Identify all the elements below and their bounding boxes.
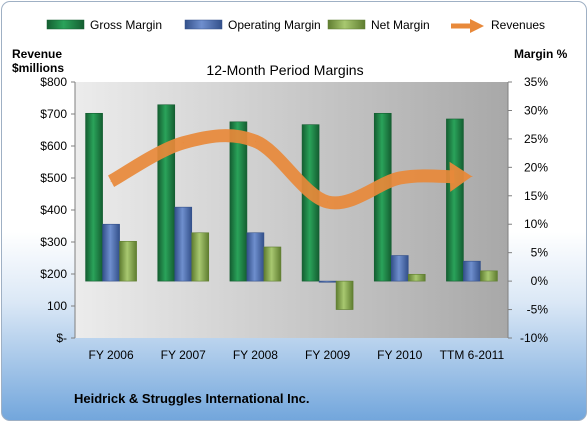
bar-gross-margin-ttm-6-2011 [446, 118, 464, 282]
legend-arrowhead-revenues [470, 19, 484, 33]
legend-item-net-margin: Net Margin [327, 18, 430, 32]
bar-net-margin-ttm-6-2011 [480, 270, 498, 282]
category-label: FY 2007 [161, 348, 206, 362]
bar-net-margin-fy-2006 [119, 240, 137, 282]
right-tick-label: 15% [524, 189, 548, 203]
revenues-arrowhead [449, 161, 472, 192]
bar-net-margin-fy-2009 [335, 280, 354, 310]
bar-net-margin-fy-2010 [407, 273, 426, 282]
legend-label-revenues: Revenues [491, 18, 545, 32]
legend-swatch-gross-margin [46, 19, 85, 30]
bar-net-margin-fy-2007 [191, 232, 210, 282]
left-tick-label: 100 [47, 299, 67, 313]
bar-gross-margin-fy-2006 [85, 112, 103, 282]
legend-item-operating-margin: Operating Margin [184, 18, 321, 32]
category-label: FY 2008 [233, 348, 278, 362]
left-axis-title-line2: $millions [12, 61, 64, 75]
left-tick-label: $300 [40, 235, 67, 249]
category-label: FY 2010 [377, 348, 422, 362]
legend-swatch-net-margin [327, 19, 366, 30]
legend-label-gross-margin: Gross Margin [90, 18, 162, 32]
revenue-series [107, 129, 473, 210]
right-tick-label: 30% [524, 103, 548, 117]
right-tick-label: 25% [524, 132, 548, 146]
right-tick-label: -10% [520, 331, 548, 345]
revenues-point-fy-2006 [110, 180, 112, 182]
revenues-point-fy-2010 [399, 177, 401, 179]
plot-area [75, 82, 508, 338]
bar-operating-margin-fy-2008 [246, 232, 265, 282]
legend-item-gross-margin: Gross Margin [46, 18, 162, 32]
right-tick-label: 35% [524, 75, 548, 89]
legend-label-operating-margin: Operating Margin [228, 18, 321, 32]
left-tick-label: $600 [40, 139, 67, 153]
left-tick-label: $800 [40, 75, 67, 89]
legend: Gross Margin Operating Margin Net Margin… [46, 18, 545, 33]
left-axis-ticks: $- 100 $200 $300 $400 $500 $600 $700 $800 [40, 75, 75, 345]
left-axis-title-line1: Revenue [12, 47, 62, 61]
right-tick-label: 0% [531, 274, 549, 288]
right-tick-label: -5% [527, 303, 549, 317]
left-tick-label: $200 [40, 267, 67, 281]
revenues-point-fy-2009 [327, 201, 329, 203]
left-tick-label: $400 [40, 203, 67, 217]
left-tick-label: $500 [40, 171, 67, 185]
revenues-point-fy-2008 [254, 140, 256, 142]
right-tick-label: 5% [531, 246, 549, 260]
revenues-point-fy-2007 [182, 142, 184, 144]
bar-operating-margin-fy-2006 [102, 223, 120, 282]
bar-operating-margin-fy-2007 [174, 206, 193, 282]
revenues-point-ttm-6-2011 [471, 175, 473, 177]
right-tick-label: 10% [524, 217, 548, 231]
bar-operating-margin-fy-2009 [318, 280, 337, 283]
bar-gross-margin-fy-2008 [229, 121, 248, 282]
category-label: TTM 6-2011 [440, 348, 505, 362]
right-tick-label: 20% [524, 160, 548, 174]
legend-swatch-operating-margin [184, 19, 223, 30]
chart-title: 12-Month Period Margins [206, 62, 363, 78]
bar-net-margin-fy-2008 [263, 246, 282, 282]
legend-item-revenues: Revenues [451, 18, 545, 33]
left-tick-label: $- [56, 331, 67, 345]
left-tick-label: $700 [40, 107, 67, 121]
right-axis-ticks: -10% -5% 0% 5% 10% 15% 20% 25% 30% 35% [508, 75, 548, 345]
right-axis-title: Margin % [514, 47, 568, 61]
bar-gross-margin-fy-2010 [373, 112, 392, 282]
company-footer: Heidrick & Struggles International Inc. [74, 391, 310, 406]
bar-operating-margin-ttm-6-2011 [463, 260, 481, 282]
category-labels: FY 2006 FY 2007 FY 2008 FY 2009 FY 2010 TTM 6… [89, 348, 505, 362]
legend-label-net-margin: Net Margin [371, 18, 430, 32]
bar-series [85, 104, 498, 310]
bar-operating-margin-fy-2010 [390, 255, 409, 282]
category-label: FY 2009 [305, 348, 350, 362]
bar-gross-margin-fy-2007 [157, 104, 176, 282]
category-label: FY 2006 [89, 348, 134, 362]
